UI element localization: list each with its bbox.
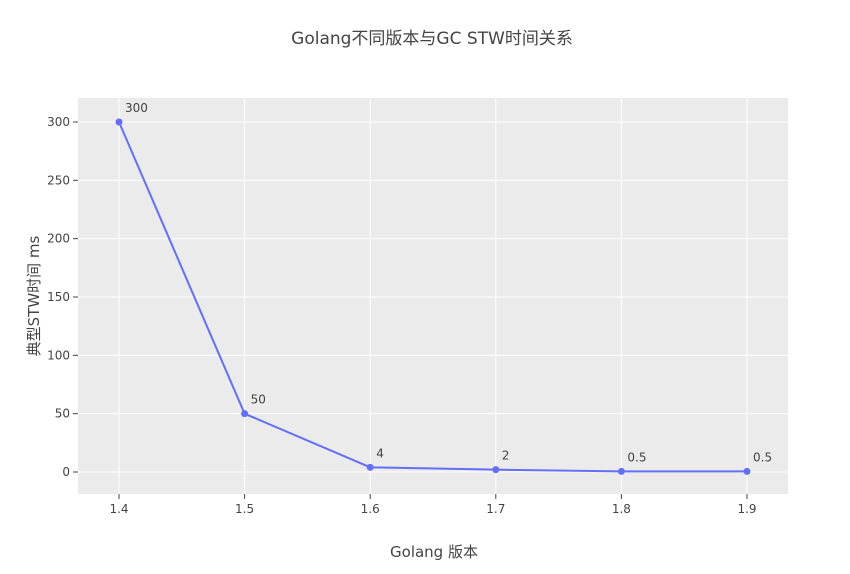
y-axis-ticks: 0 50 100 150 200 250 300 bbox=[47, 115, 78, 479]
data-label: 0.5 bbox=[753, 450, 772, 464]
x-tick-label: 1.4 bbox=[109, 502, 128, 516]
series-group bbox=[115, 118, 751, 475]
y-tick-label: 300 bbox=[47, 115, 70, 129]
data-point bbox=[366, 463, 374, 471]
y-tick-label: 100 bbox=[47, 348, 70, 362]
data-label: 0.5 bbox=[627, 450, 646, 464]
y-axis-title: 典型STW时间 ms bbox=[25, 235, 43, 356]
data-point bbox=[241, 410, 249, 418]
plot-background bbox=[78, 98, 788, 494]
data-point bbox=[492, 466, 500, 474]
y-gridlines bbox=[78, 121, 788, 473]
series-line bbox=[118, 121, 747, 473]
y-tick-label: 150 bbox=[47, 290, 70, 304]
y-tick-label: 250 bbox=[47, 173, 70, 187]
data-label: 300 bbox=[125, 101, 148, 115]
data-point bbox=[115, 118, 123, 126]
x-axis-ticks: 1.4 1.5 1.6 1.7 1.8 1.9 bbox=[109, 494, 757, 516]
data-labels: 300 50 4 2 0.5 0.5 bbox=[125, 101, 772, 464]
x-tick-label: 1.8 bbox=[612, 502, 631, 516]
x-gridlines bbox=[118, 98, 748, 494]
x-tick-label: 1.9 bbox=[737, 502, 756, 516]
data-point bbox=[617, 467, 625, 475]
x-tick-label: 1.7 bbox=[486, 502, 505, 516]
x-tick-label: 1.6 bbox=[361, 502, 380, 516]
data-label: 2 bbox=[502, 449, 510, 463]
chart-title: Golang不同版本与GC STW时间关系 bbox=[291, 29, 573, 49]
x-tick-label: 1.5 bbox=[235, 502, 254, 516]
data-label: 4 bbox=[376, 446, 384, 460]
data-point bbox=[743, 467, 751, 475]
x-axis-title: Golang 版本 bbox=[390, 543, 478, 561]
y-tick-label: 50 bbox=[55, 407, 70, 421]
y-tick-label: 0 bbox=[62, 465, 70, 479]
y-tick-label: 200 bbox=[47, 232, 70, 246]
data-label: 50 bbox=[251, 393, 266, 407]
